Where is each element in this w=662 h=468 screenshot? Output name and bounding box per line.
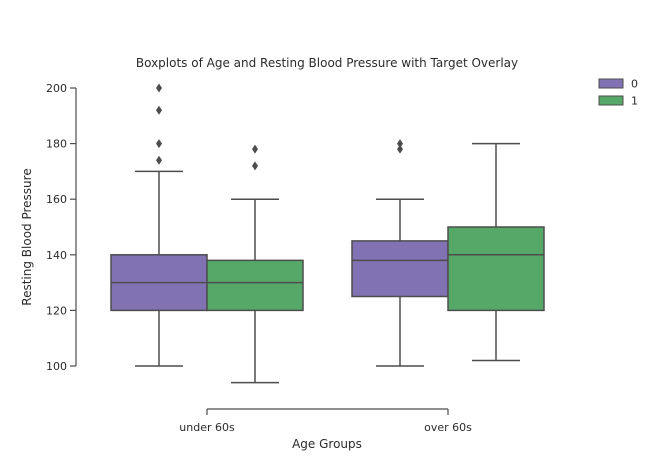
box-group — [447, 142, 545, 362]
box-iqr — [206, 259, 304, 312]
y-tick-label: 180 — [46, 138, 67, 151]
x-tick-label: over 60s — [424, 421, 472, 434]
legend-swatch — [598, 78, 624, 89]
y-tick-label: 100 — [46, 360, 67, 373]
y-axis-label: Resting Blood Pressure — [20, 168, 34, 305]
x-tick-label: under 60s — [179, 421, 235, 434]
legend-label: 0 — [631, 78, 638, 91]
y-tick-label: 200 — [46, 82, 67, 95]
outlier-point — [252, 144, 258, 154]
outlier-point — [156, 139, 162, 149]
y-tick-label: 120 — [46, 304, 67, 317]
y-tick-label: 140 — [46, 249, 67, 262]
y-tick-label: 160 — [46, 193, 67, 206]
boxes — [110, 83, 545, 384]
legend-label: 1 — [631, 95, 638, 108]
box-group — [206, 144, 304, 384]
legend-swatch — [598, 95, 624, 106]
chart-title: Boxplots of Age and Resting Blood Pressu… — [136, 56, 518, 70]
outlier-point — [156, 155, 162, 165]
outlier-point — [156, 83, 162, 93]
outlier-point — [156, 105, 162, 115]
box-iqr — [351, 240, 449, 298]
outlier-point — [252, 161, 258, 171]
box-iqr — [447, 226, 545, 312]
box-group — [110, 83, 208, 367]
legend: 01 — [598, 78, 638, 108]
outlier-point — [397, 144, 403, 154]
axes: 100 120 140 160 180 200 under 60s over 60s — [46, 82, 472, 434]
outlier-point — [397, 139, 403, 149]
box-group — [351, 139, 449, 367]
x-axis-label: Age Groups — [292, 437, 362, 451]
